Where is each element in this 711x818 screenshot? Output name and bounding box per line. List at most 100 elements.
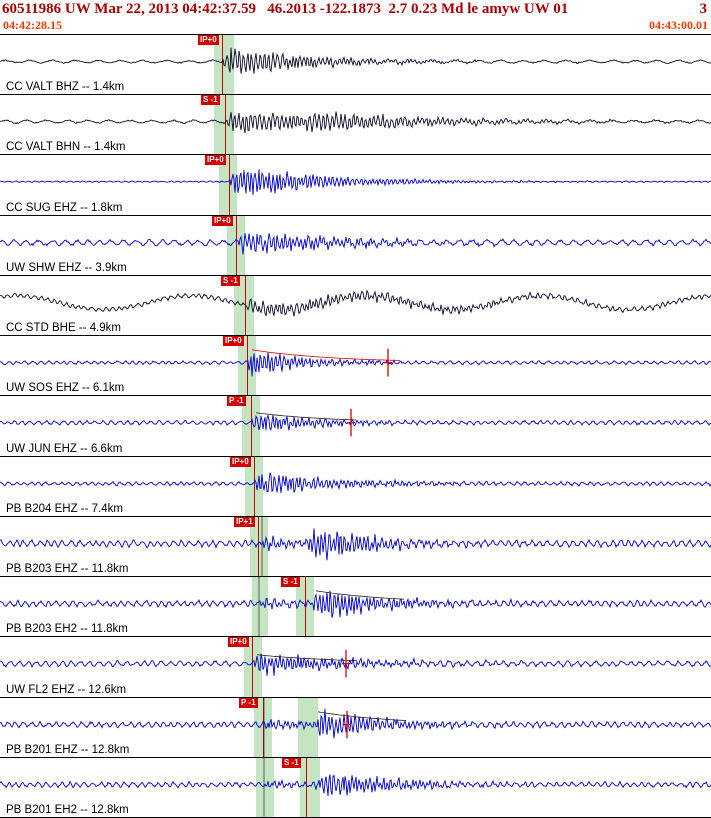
trace-panel[interactable]: S -1 PB B201 EH2 -- 12.8km	[0, 757, 711, 818]
phase-pick-flag[interactable]: S -1	[221, 275, 240, 286]
waveform-plot[interactable]	[0, 276, 711, 335]
waveform-trace	[0, 472, 711, 493]
phase-pick-line	[252, 637, 253, 697]
trace-label: PB B204 EHZ -- 7.4km	[6, 502, 123, 515]
waveform-trace	[0, 774, 711, 796]
phase-pick-line	[254, 456, 255, 516]
event-header: 60511986 UW Mar 22, 2013 04:42:37.59 46.…	[0, 0, 711, 34]
waveform-trace	[0, 47, 711, 74]
pick-uncertainty-band	[214, 95, 234, 155]
phase-pick-line	[258, 516, 259, 577]
event-page-number: 3	[699, 1, 708, 17]
trace-panel[interactable]: IP+0 UW FL2 EHZ -- 12.6km	[0, 637, 711, 698]
trace-panel[interactable]: S -1 CC VALT BHN -- 1.4km	[0, 95, 711, 156]
trace-panel[interactable]: IP+1 PB B203 EHZ -- 11.8km	[0, 516, 711, 578]
event-summary-line: 60511986 UW Mar 22, 2013 04:42:37.59 46.…	[0, 0, 711, 18]
phase-pick-flag[interactable]: S -1	[201, 95, 220, 106]
trace-label: UW FL2 EHZ -- 12.6km	[6, 683, 127, 696]
coda-decay-curve	[255, 412, 357, 421]
coda-decay-curve	[315, 590, 405, 600]
window-start-time: 04:42:28.15	[3, 18, 62, 32]
phase-pick-line	[222, 35, 223, 95]
phase-pick-flag[interactable]: P -1	[227, 396, 246, 407]
pick-uncertainty-band	[234, 275, 254, 336]
phase-pick-line	[263, 697, 264, 757]
phase-pick-flag[interactable]: IP+0	[228, 637, 249, 648]
phase-pick-line	[225, 95, 226, 155]
pick-uncertainty-band	[300, 757, 320, 818]
trace-panel[interactable]: P -1 PB B201 EHZ -- 12.8km	[0, 697, 711, 758]
phase-pick-line	[236, 215, 237, 275]
trace-label: UW SOS EHZ -- 6.1km	[6, 382, 125, 395]
waveform-plot[interactable]	[0, 396, 711, 455]
waveform-plot[interactable]	[0, 757, 711, 818]
trace-panel[interactable]: IP+0 CC VALT BHZ -- 1.4km	[0, 35, 711, 96]
trace-label: UW SHW EHZ -- 3.9km	[6, 261, 127, 274]
trace-label: CC STD BHE -- 4.9km	[6, 322, 122, 335]
time-range-line: 04:42:28.15 04:43:00.01	[0, 18, 711, 33]
waveform-trace	[0, 528, 711, 561]
waveform-plot[interactable]	[0, 457, 711, 516]
coda-decay-curve	[256, 654, 358, 662]
waveform-plot[interactable]	[0, 95, 711, 154]
trace-label: PB B203 EH2 -- 11.8km	[6, 623, 128, 636]
coda-duration-marker[interactable]	[347, 409, 355, 437]
waveform-plot[interactable]	[0, 336, 711, 395]
waveform-trace	[0, 414, 711, 431]
pick-uncertainty-band	[252, 577, 268, 637]
trace-panel[interactable]: IP+0 UW SOS EHZ -- 6.1km	[0, 336, 711, 397]
phase-pick-flag[interactable]: IP+0	[205, 155, 226, 166]
coda-decay-curve	[251, 349, 401, 362]
trace-label: PB B201 EH2 -- 12.8km	[6, 804, 129, 817]
pick-uncertainty-band	[250, 516, 268, 577]
waveform-trace	[0, 169, 711, 196]
trace-panel[interactable]: IP+0 UW SHW EHZ -- 3.9km	[0, 215, 711, 276]
waveform-trace	[0, 653, 711, 677]
trace-panel[interactable]: P -1 UW JUN EHZ -- 6.6km	[0, 396, 711, 457]
trace-panel[interactable]: S -1 PB B203 EH2 -- 11.8km	[0, 577, 711, 638]
trace-panel[interactable]: S -1 CC STD BHE -- 4.9km	[0, 275, 711, 337]
phase-pick-line	[247, 336, 248, 396]
waveform-plot[interactable]	[0, 697, 711, 757]
waveform-plot[interactable]	[0, 577, 711, 637]
waveform-trace	[0, 111, 711, 134]
waveform-plot[interactable]	[0, 637, 711, 696]
phase-pick-line	[306, 757, 307, 818]
waveform-trace	[0, 289, 711, 317]
phase-pick-flag[interactable]: IP+0	[198, 35, 219, 45]
waveform-plot[interactable]	[0, 155, 711, 214]
trace-label: UW JUN EHZ -- 6.6km	[6, 442, 123, 455]
waveform-trace	[0, 708, 711, 738]
coda-duration-marker[interactable]	[342, 650, 350, 678]
trace-label: PB B203 EHZ -- 11.8km	[6, 563, 129, 576]
phase-pick-flag[interactable]: S -1	[281, 577, 300, 588]
coda-duration-marker[interactable]	[384, 349, 392, 377]
phase-pick-flag[interactable]: IP+0	[212, 215, 233, 226]
waveform-trace	[0, 232, 711, 255]
pick-uncertainty-band	[219, 155, 237, 215]
phase-pick-flag[interactable]: S -1	[282, 757, 301, 768]
waveform-plot[interactable]	[0, 35, 711, 94]
coda-decay-curve	[317, 711, 407, 721]
trace-label: CC VALT BHZ -- 1.4km	[6, 81, 125, 94]
phase-pick-line	[251, 396, 252, 456]
phase-pick-line	[229, 155, 230, 215]
trace-label: PB B201 EHZ -- 12.8km	[6, 743, 130, 756]
trace-panel-stack: IP+0 CC VALT BHZ -- 1.4km S -1 CC VALT BHN …	[0, 34, 711, 818]
waveform-plot[interactable]	[0, 216, 711, 275]
waveform-trace	[0, 352, 711, 377]
phase-pick-flag[interactable]: P -1	[239, 697, 258, 708]
waveform-trace	[0, 590, 711, 618]
waveform-plot[interactable]	[0, 516, 711, 577]
trace-panel[interactable]: IP+0 PB B204 EHZ -- 7.4km	[0, 456, 711, 517]
coda-duration-marker[interactable]	[343, 710, 351, 739]
phase-pick-flag[interactable]: IP+0	[223, 336, 244, 347]
event-summary-text: 60511986 UW Mar 22, 2013 04:42:37.59 46.…	[2, 1, 569, 17]
trace-panel[interactable]: IP+0 CC SUG EHZ -- 1.8km	[0, 155, 711, 216]
pick-uncertainty-band	[244, 637, 262, 697]
pick-uncertainty-band	[298, 697, 318, 757]
phase-pick-flag[interactable]: IP+1	[234, 516, 255, 527]
trace-label: CC VALT BHN -- 1.4km	[6, 141, 126, 154]
phase-pick-flag[interactable]: IP+0	[230, 456, 251, 467]
